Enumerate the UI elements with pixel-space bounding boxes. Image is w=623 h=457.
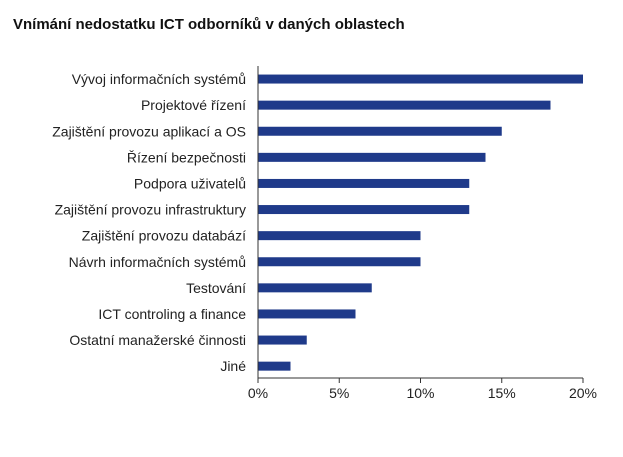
- bar-10: [258, 335, 307, 345]
- bar-8: [258, 283, 372, 293]
- x-tick-label-1: 5%: [329, 385, 349, 401]
- chart-title: Vnímání nedostatku ICT odborníků v danýc…: [13, 16, 405, 33]
- category-label-2: Zajištění provozu aplikací a OS: [52, 123, 246, 139]
- category-label-10: Ostatní manažerské činnosti: [69, 332, 246, 348]
- category-labels-group: Vývoj informačních systémů Projektové říz…: [52, 71, 246, 374]
- category-label-8: Testování: [186, 280, 246, 296]
- bar-1: [258, 100, 551, 110]
- bar-2: [258, 126, 502, 136]
- bar-11: [258, 361, 291, 371]
- bar-6: [258, 231, 421, 241]
- bar-3: [258, 152, 486, 162]
- category-label-1: Projektové řízení: [141, 97, 246, 113]
- category-label-11: Jiné: [220, 358, 246, 374]
- category-label-0: Vývoj informačních systémů: [72, 71, 246, 87]
- category-label-4: Podpora uživatelů: [134, 175, 246, 191]
- bar-5: [258, 205, 470, 215]
- category-label-6: Zajištění provozu databází: [82, 228, 246, 244]
- x-tick-label-0: 0%: [248, 385, 268, 401]
- bar-4: [258, 178, 470, 188]
- bar-0: [258, 74, 583, 84]
- x-tick-label-2: 10%: [406, 385, 434, 401]
- x-tick-label-3: 15%: [488, 385, 516, 401]
- x-tick-label-4: 20%: [569, 385, 597, 401]
- category-label-3: Řízení bezpečnosti: [127, 149, 246, 165]
- bar-9: [258, 309, 356, 319]
- category-label-7: Návrh informačních systémů: [69, 254, 246, 270]
- x-ticks-group: 0% 5% 10% 15% 20%: [248, 378, 597, 401]
- category-label-9: ICT controling a finance: [98, 306, 246, 322]
- bars-group: [258, 74, 583, 371]
- bar-7: [258, 257, 421, 267]
- category-label-5: Zajištění provozu infrastruktury: [55, 202, 246, 218]
